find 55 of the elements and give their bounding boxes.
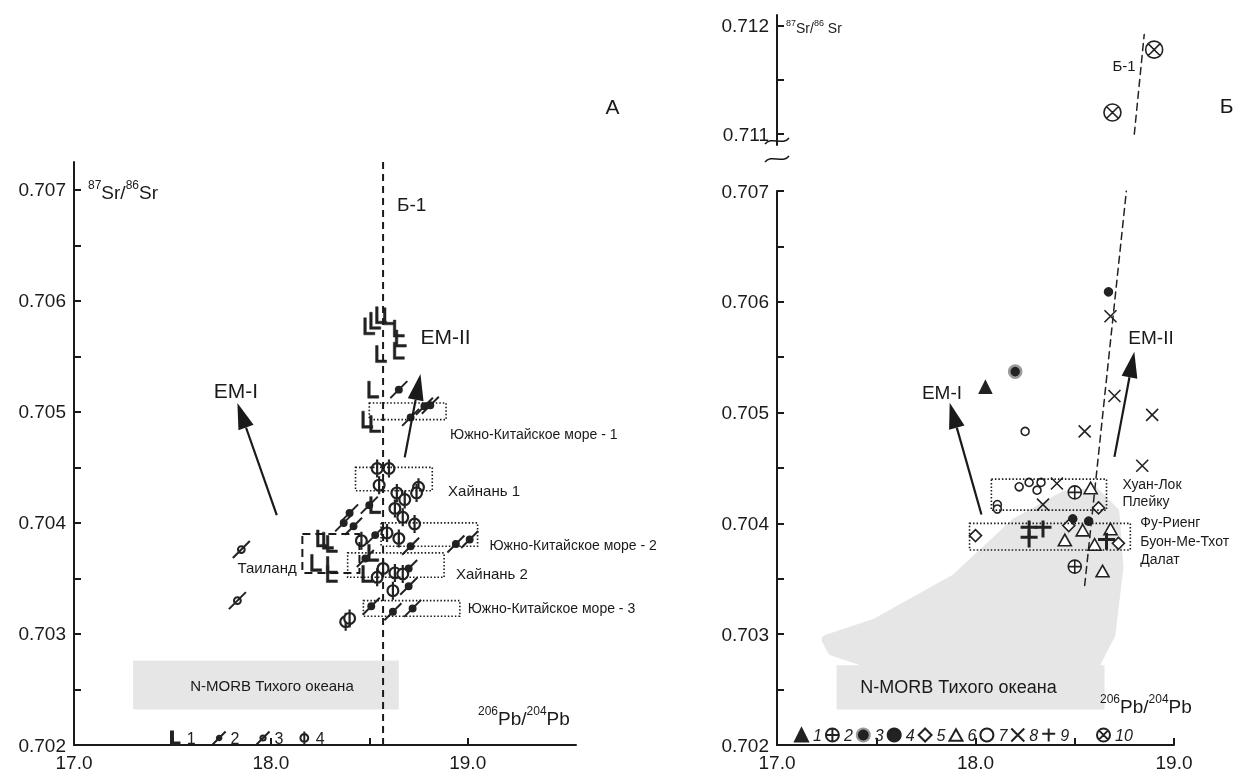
x-tick-label: 18.0 [252,752,290,772]
y-tick-label: 0.707 [721,180,769,202]
annotation: EM-I [213,378,259,402]
annotation: Южно-Китайское море - 1 [450,426,618,443]
y-tick-label: 0.705 [721,402,769,424]
annotation: Буон-Ме-Тхот [1140,533,1230,550]
annotation: N-MORB Тихого океана [860,677,1058,698]
legend-label: 8 [1029,726,1039,744]
legend-label: 3 [274,729,284,747]
annotation: EM-I [921,381,963,403]
y-tick-label: 0.711 [722,123,769,145]
annotation: Плейку [1122,493,1170,510]
annotation: Хайнань 2 [455,564,528,582]
legend-label: 2 [230,729,240,747]
legend-label: 4 [905,726,915,744]
annotation: Хайнань 1 [448,481,521,499]
y-axis-title: $^{87}$Sr/$^{86}$Sr [88,178,159,203]
annotation: Фу-Риенг [1140,514,1201,531]
legend-label: 4 [315,729,325,747]
x-axis-title: $^{206}$Pb/$^{204}$Pb [1100,692,1192,717]
legend-label: 5 [936,726,946,744]
y-tick-label: 0.704 [18,512,67,534]
legend-label: 9 [1060,726,1070,744]
legend-label: 2 [842,726,853,744]
annotation: N-MORB Тихого океана [190,676,355,694]
x-tick-label: 19.0 [449,752,487,772]
annotation: Далат [1140,550,1181,567]
text: Б [1219,93,1234,117]
legend-label: 6 [967,726,977,744]
annotation: EM-II [420,324,471,348]
annotation: Б-1 [1112,56,1136,74]
annotation: Таиланд [237,558,297,576]
y-tick-label: 0.707 [18,179,66,201]
annotation: Хуан-Лок [1122,475,1183,492]
legend-label: 1 [813,726,822,744]
annotation: EM-II [1128,326,1174,348]
annotation: Южно-Китайское море - 3 [467,600,636,617]
annotation: Южно-Китайское море - 2 [489,537,658,554]
y-tick-label: 0.705 [18,401,66,423]
legend-label: 1 [186,729,196,747]
text: А [605,94,620,118]
y-tick-label: 0.703 [721,623,769,645]
x-tick-label: 19.0 [1155,752,1193,772]
y-tick-label: 0.706 [18,290,66,312]
legend-label: 3 [874,726,884,744]
y-tick-label: 0.703 [18,623,66,645]
y-tick-label: 0.712 [721,15,769,37]
y-tick-label: 0.706 [721,291,769,313]
ref-line-label: Б-1 [397,193,427,215]
y-tick-label: 0.704 [721,512,770,534]
x-tick-label: 18.0 [957,752,994,772]
y-axis-title: $^{87}$Sr/$^{86}$ Sr [786,18,843,36]
legend-label: 7 [998,726,1009,744]
x-axis-title: $^{206}$Pb/$^{204}$Pb [478,704,570,729]
legend-label: 10 [1115,726,1133,744]
